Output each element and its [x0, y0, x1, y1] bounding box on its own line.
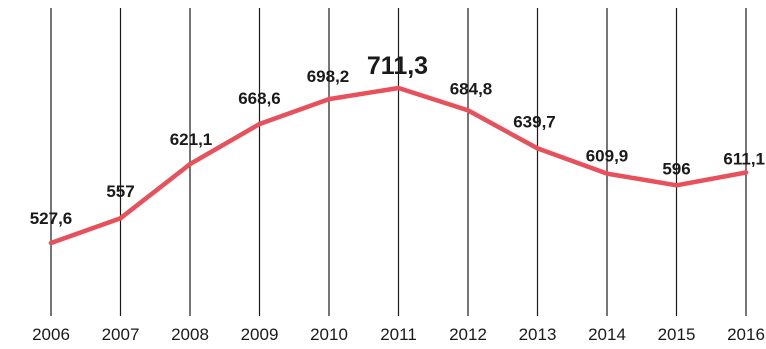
data-label-2015: 596: [662, 159, 690, 178]
x-tick-label-2006: 2006: [32, 325, 70, 344]
x-axis-tick-labels: 2006 2007 2008 2009 2010 2011 2012 2013 2014 2015…: [32, 325, 765, 344]
data-point-2008: [187, 161, 193, 167]
data-point-2010: [326, 96, 332, 102]
data-point-2016: [743, 170, 749, 175]
data-label-2011: 711,3: [367, 52, 428, 80]
data-label-2006: 527,6: [30, 209, 73, 228]
data-label-2012: 684,8: [450, 79, 493, 98]
data-point-2006: [48, 240, 54, 246]
data-label-2009: 668,6: [238, 89, 281, 108]
x-tick-label-2007: 2007: [102, 325, 140, 344]
data-label-2014: 609,9: [586, 147, 629, 166]
x-tick-label-2010: 2010: [310, 325, 348, 344]
data-label-2010: 698,2: [307, 67, 350, 86]
data-label-2007: 557: [106, 182, 134, 201]
series-layer: [48, 85, 749, 246]
data-label-2008: 621,1: [170, 130, 213, 149]
x-tick-label-2016: 2016: [727, 325, 765, 344]
x-tick-label-2012: 2012: [449, 325, 487, 344]
x-tick-label-2015: 2015: [658, 325, 696, 344]
data-point-2013: [535, 146, 540, 151]
data-point-2014: [604, 171, 610, 176]
vertical-gridlines: [50, 8, 747, 316]
x-tick-label-2008: 2008: [171, 325, 209, 344]
data-point-2007: [118, 216, 123, 221]
x-tick-label-2009: 2009: [241, 325, 279, 344]
data-labels: 527,6 557 621,1 668,6 698,2 711,3 684,8 639,7 60…: [30, 52, 765, 228]
x-tick-label-2014: 2014: [588, 325, 626, 344]
data-point-2015: [674, 183, 679, 188]
data-label-2016: 611,1: [723, 150, 765, 169]
data-point-2011: [396, 85, 401, 91]
x-tick-label-2013: 2013: [519, 325, 557, 344]
data-point-2012: [465, 108, 471, 113]
data-label-2013: 639,7: [513, 112, 556, 131]
x-tick-label-2011: 2011: [380, 325, 417, 344]
data-point-2009: [257, 121, 262, 127]
